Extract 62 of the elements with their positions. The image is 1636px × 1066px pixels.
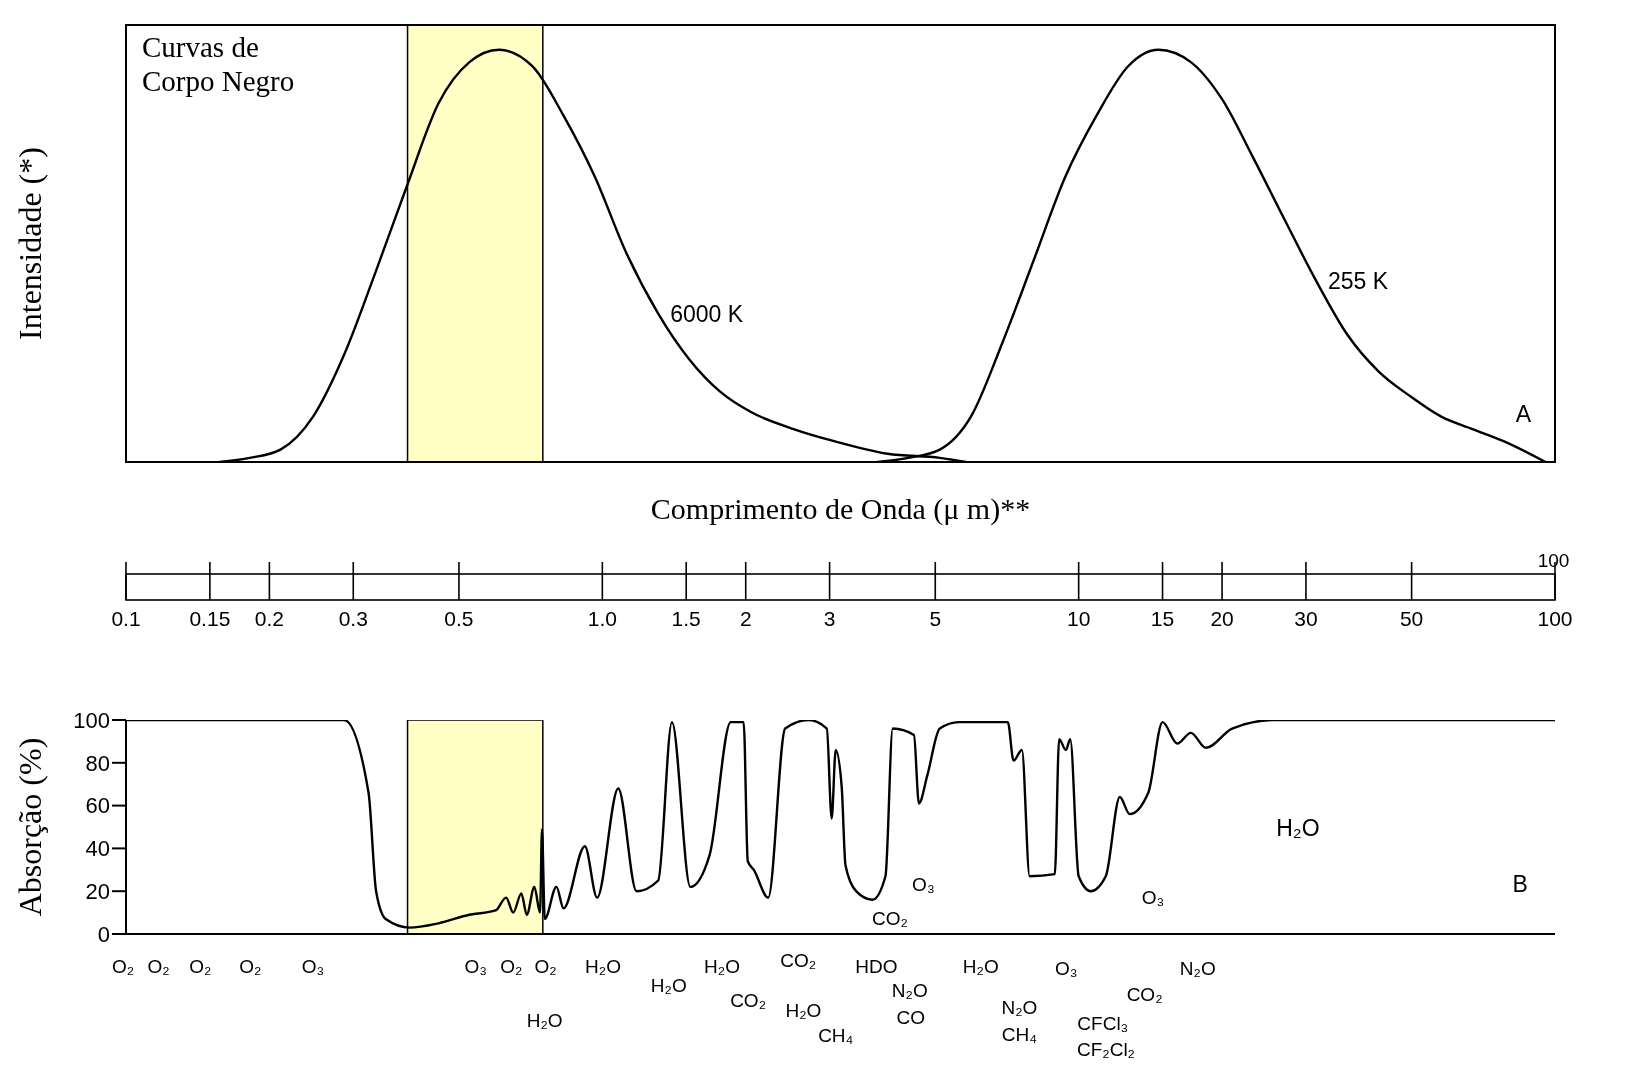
text: HDO (855, 956, 898, 978)
text: O₂ (500, 956, 523, 978)
text: O₃ (1055, 958, 1078, 980)
annotation: O₃ (912, 873, 935, 895)
x-tick-label: 0.1 (111, 607, 141, 630)
text: CF₂Cl₂ (1076, 1038, 1135, 1060)
x-tick-label: 3 (823, 607, 836, 630)
annotation: Curvas de Corpo Negro (142, 31, 295, 97)
series-label: 6000 K (670, 300, 744, 327)
x-tick-label: 5 (929, 607, 942, 630)
y-tick-label: 60 (85, 793, 110, 819)
x-tick-label: 0.2 (254, 607, 284, 630)
text: H₂O (650, 974, 687, 996)
text: CH₄ (818, 1025, 854, 1047)
text: O₃ (464, 956, 488, 978)
y-axis-title: Intensidade (*) (12, 147, 49, 340)
text: O₂ (534, 956, 557, 978)
y-tick-label: 40 (85, 836, 110, 862)
text: CO (896, 1007, 926, 1029)
text: H₂O (526, 1010, 563, 1032)
x-tick-label: 0.15 (189, 607, 231, 630)
text: O₂ (189, 956, 212, 978)
text: N₂O (1001, 996, 1038, 1018)
x-tick-label: 1.0 (587, 607, 617, 630)
x-tick-label: 0.5 (444, 607, 474, 630)
y-tick-label: 80 (85, 750, 110, 776)
annotation: A (1515, 401, 1532, 427)
text: H₂O (962, 956, 999, 978)
x-tick-label: 15 (1150, 607, 1175, 630)
text: H₂O (585, 956, 622, 978)
text: CO₂ (1126, 984, 1163, 1006)
x-tick-label: 100 (1537, 607, 1573, 630)
text: CO₂ (780, 949, 817, 971)
text: H₂O (785, 999, 822, 1021)
x-tick-label: 1.5 (671, 607, 701, 630)
text: CH₄ (1001, 1023, 1038, 1045)
text: CFCl₃ (1077, 1012, 1129, 1034)
y-tick-label: 20 (85, 879, 110, 905)
annotation: H₂O (1276, 815, 1320, 842)
y-tick-label: 0 (97, 921, 110, 947)
y-axis-title: Absorção (%) (12, 737, 49, 917)
annotation: B (1512, 870, 1528, 897)
x-tick-label: 20 (1210, 607, 1234, 630)
x-axis-title: Comprimento de Onda (μ m)** (650, 492, 1031, 527)
text: O₂ (239, 956, 262, 978)
y-tick-label: 100 (73, 707, 110, 733)
x-tick-label: 2 (739, 607, 752, 630)
text: H₂O (704, 956, 740, 978)
text: CO₂ (730, 989, 767, 1011)
x-tick-label: 10 (1066, 607, 1091, 630)
text: N₂O (1179, 958, 1216, 980)
series-label: 255 K (1328, 267, 1389, 294)
text: N₂O (891, 980, 928, 1002)
annotation: O₃ (1141, 887, 1165, 909)
text: 100 (1537, 550, 1570, 572)
annotation: CO₂ (872, 908, 908, 930)
x-tick-label: 50 (1399, 607, 1424, 630)
text: O₂ (147, 956, 170, 978)
x-tick-label: 0.3 (338, 607, 368, 630)
x-tick-label: 30 (1294, 607, 1318, 630)
text: O₃ (301, 956, 325, 978)
text: O₂ (112, 956, 135, 978)
